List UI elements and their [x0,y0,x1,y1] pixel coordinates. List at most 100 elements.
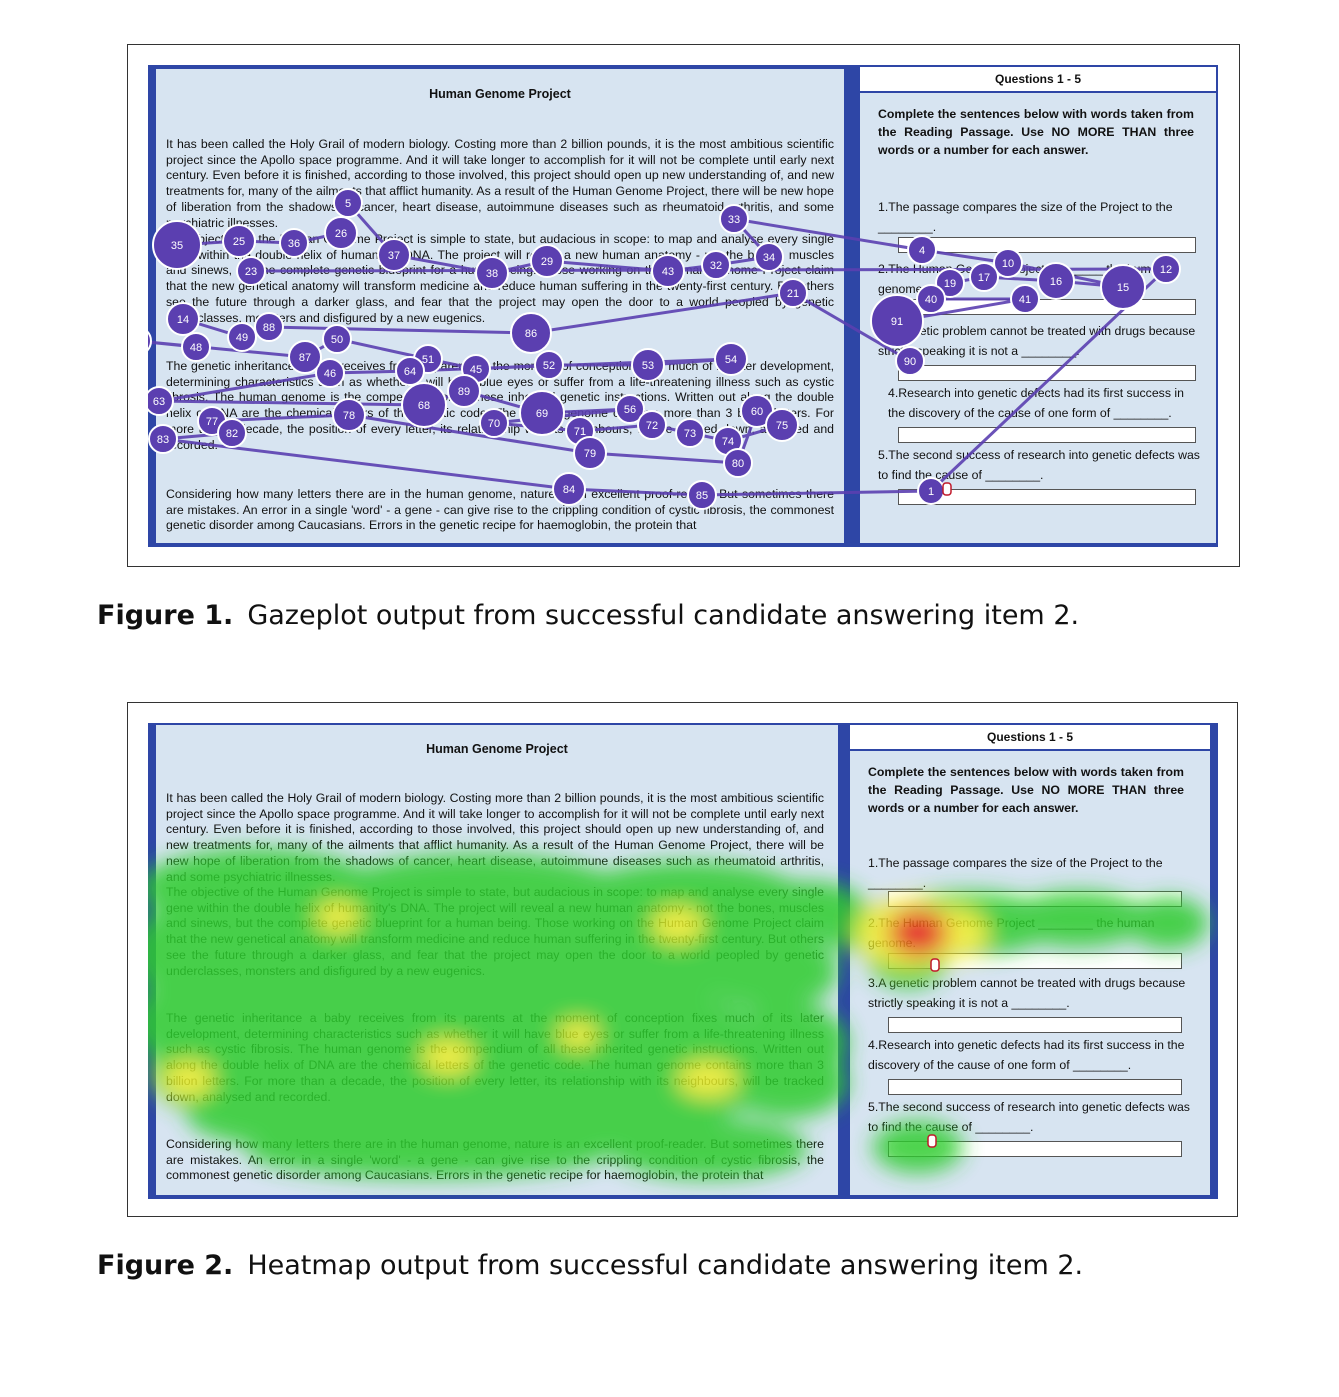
fixation-circle [333,188,363,218]
figure-1-label: Figure 1. [97,600,234,631]
fixation-point: 82 [217,418,247,448]
fixation-number: 21 [787,288,799,300]
fixation-number: 19 [944,278,956,290]
fixation-number: 78 [343,410,355,422]
answer-box-3[interactable] [888,1017,1182,1033]
fixation-circle [217,418,247,448]
fixation-point: 73 [675,418,705,448]
fixation-circle [754,242,784,272]
fixation-number: 25 [233,236,245,248]
heat-blob-low [698,931,838,1011]
fixation-circle [254,312,284,342]
fixation-circle [765,408,799,442]
fixation-number: 17 [978,272,990,284]
fixation-circle [687,480,717,510]
fixation-circle [324,216,358,250]
fixation-point: 79 [573,436,607,470]
fixation-number: 72 [646,420,658,432]
fixation-circle [510,312,552,354]
fixation-point: 5 [333,188,363,218]
fixation-circle [1010,284,1040,314]
question-5: 5.The second success of research into ge… [878,448,1200,482]
fixation-circle [719,204,749,234]
figure-1-caption: Figure 1. Gazeplot output from successful… [97,600,1079,631]
fixation-circle [675,418,705,448]
fixation-number: 90 [904,356,916,368]
fixation-point: 29 [530,244,564,278]
heat-blob-low [608,1119,808,1179]
fixation-number: 74 [722,436,734,448]
fixation-number: 77 [206,416,218,428]
fixation-number: 82 [226,428,238,440]
heat-blob-mid [652,907,704,943]
fixation-circle [714,342,748,376]
fixation-point: 14 [166,302,200,336]
fixation-number: 5 [345,198,351,210]
heatmap-overlay [148,848,1208,1179]
heat-blob-low [248,1128,608,1178]
fixation-point: 38 [475,256,509,290]
fixation-circle [993,248,1023,278]
fixation-circle [222,224,256,258]
fixation-point: 91 [870,294,924,348]
fixation-point: 56 [615,394,645,424]
heat-blob-high [888,909,948,957]
figure-2-frame: Human Genome Project It has been called … [127,702,1238,1217]
fixation-number: 37 [388,250,400,262]
fixation-point: 53 [631,348,665,382]
fixation-point: 78 [332,398,366,432]
fixation-number: 85 [696,490,708,502]
fixation-circle [447,374,481,408]
fixation-circle [1100,264,1146,310]
fixation-point: 86 [510,312,552,354]
fixation-circle [181,332,211,362]
fixation-point: 37 [377,238,411,272]
fixation-circle [637,410,667,440]
fixation-circle [279,228,309,258]
fixation-number: 29 [541,256,553,268]
fixation-circle [401,382,447,428]
fixation-point: 41 [1010,284,1040,314]
fixation-number: 86 [525,328,537,340]
fixation-number: 54 [725,354,737,366]
fixation-circle [479,408,509,438]
fixation-point: 34 [754,242,784,272]
figure-2-caption: Figure 2. Heatmap output from successful … [97,1250,1083,1281]
fixation-point: 47 [148,330,152,352]
fixation-circle [148,330,152,352]
fixation-number: 88 [263,322,275,334]
answer-box-5[interactable] [898,489,1196,505]
fixation-number: 69 [536,408,548,420]
fixation-point: 70 [479,408,509,438]
fixation-number: 75 [776,420,788,432]
fixation-circle [573,436,607,470]
fixation-circle [969,262,999,292]
fixation-number: 4 [919,245,925,257]
fixation-point: 87 [288,340,322,374]
fixation-circle [288,340,322,374]
fixation-number: 49 [236,332,248,344]
fixation-point: 90 [895,346,925,376]
fixation-point: 83 [148,424,178,454]
fixation-point: 17 [969,262,999,292]
fixation-point: 64 [395,356,425,386]
fixation-number: 53 [642,360,654,372]
fixation-point: 80 [723,448,753,478]
gazeplot-screenshot: Human Genome Project It has been called … [148,65,1218,547]
fixation-circle [475,256,509,290]
fixation-circle [907,235,937,265]
fixation-number: 23 [245,266,257,278]
question-1: 1.The passage compares the size of the P… [868,856,1163,890]
fixation-number: 45 [470,364,482,376]
answer-box-4[interactable] [888,1079,1182,1095]
mouse-cursor-icon [927,1134,937,1148]
fixation-number: 60 [751,406,763,418]
mouse-cursor-icon [930,958,940,972]
answer-box-4[interactable] [898,427,1196,443]
fixation-number: 89 [458,386,470,398]
fixation-circle [519,390,565,436]
questions-header: Questions 1 - 5 [860,67,1216,93]
question-3: 3.A genetic problem cannot be treated wi… [878,324,1196,358]
fixation-point: 40 [916,284,946,314]
